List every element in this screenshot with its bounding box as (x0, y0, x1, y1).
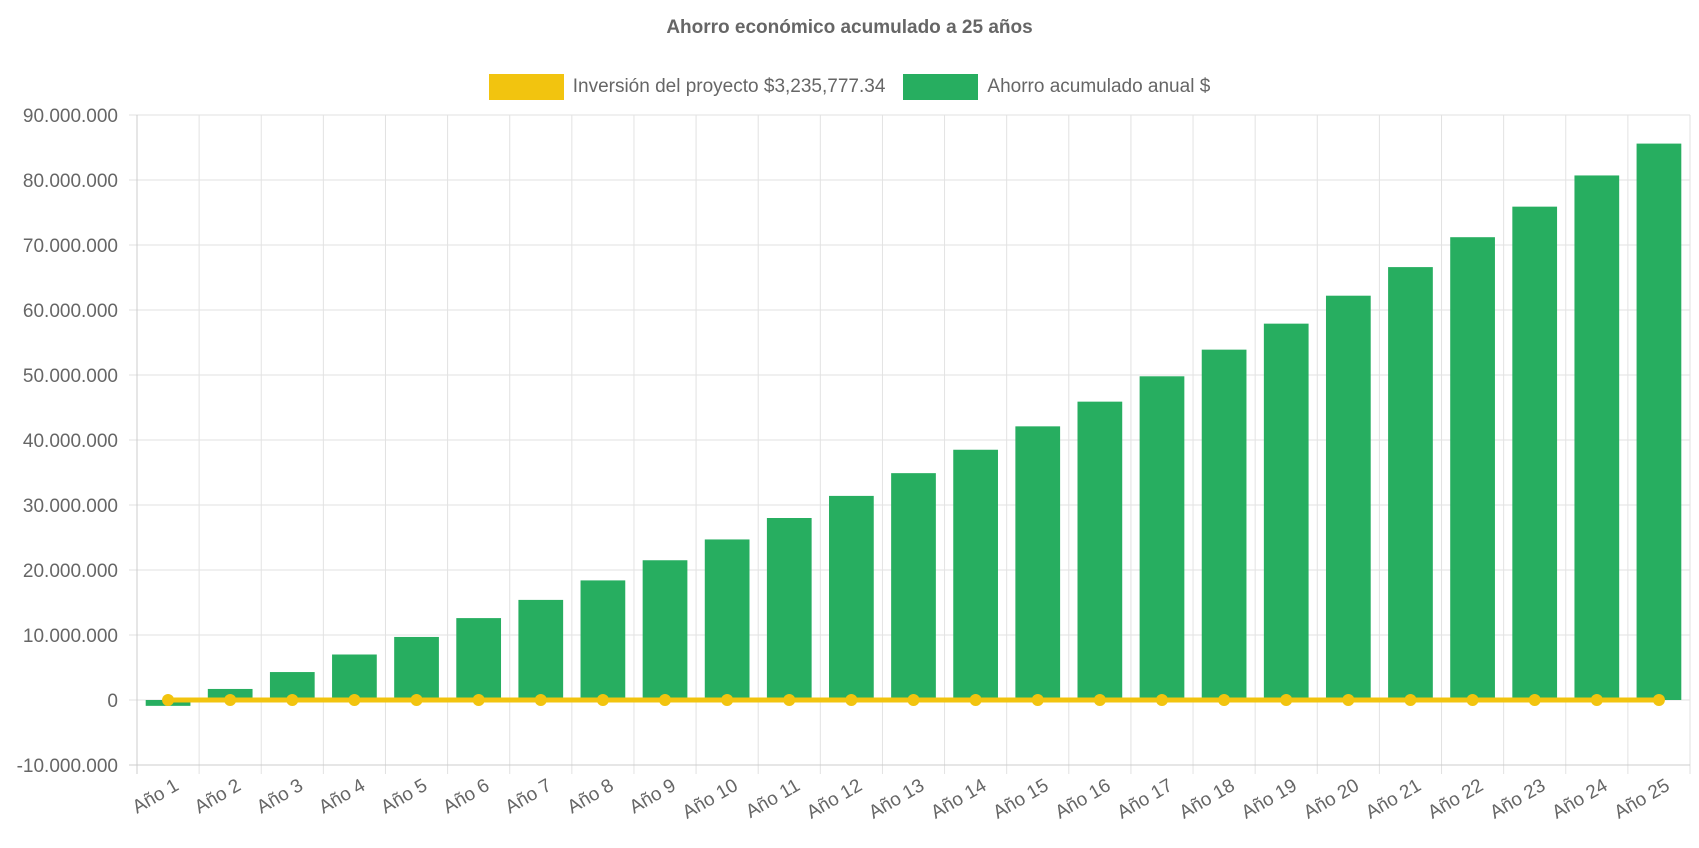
y-tick-label: 70.000.000 (23, 236, 118, 257)
x-tick-label: Año 16 (1052, 775, 1115, 823)
y-tick-label: 50.000.000 (23, 366, 118, 387)
legend-label-ahorro: Ahorro acumulado anual $ (987, 76, 1211, 97)
line-point (534, 694, 547, 706)
line-point (1342, 694, 1355, 706)
bar (953, 449, 998, 700)
chart-title: Ahorro económico acumulado a 25 años (666, 17, 1033, 38)
line-point (1155, 694, 1168, 706)
x-tick-label: Año 12 (803, 775, 866, 823)
bar (1201, 349, 1247, 700)
bar (332, 654, 377, 700)
chart-legend: Inversión del proyecto $3,235,777.34 Aho… (0, 74, 1699, 100)
line-point (224, 694, 237, 706)
bar (1574, 175, 1620, 700)
bar (456, 618, 502, 700)
x-tick-label: Año 1 (129, 775, 183, 818)
line-point (596, 694, 609, 706)
line-point (969, 694, 982, 706)
x-tick-label: Año 15 (990, 775, 1053, 823)
y-tick-label: 90.000.000 (23, 106, 118, 127)
line-point (1652, 694, 1665, 706)
x-tick-label: Año 2 (191, 775, 245, 818)
x-tick-label: Año 6 (440, 775, 494, 818)
y-tick-label: 60.000.000 (23, 301, 118, 322)
line-point (1031, 694, 1044, 706)
bar (1636, 143, 1682, 701)
bar (1077, 401, 1123, 700)
y-tick-label: 80.000.000 (23, 171, 118, 192)
x-tick-label: Año 13 (865, 775, 928, 823)
x-tick-label: Año 23 (1487, 775, 1550, 823)
bar (518, 599, 564, 700)
legend-swatch-ahorro (903, 74, 979, 100)
y-tick-label: 40.000.000 (23, 431, 118, 452)
line-point (721, 694, 734, 706)
bar (704, 539, 750, 700)
bar (1450, 237, 1495, 700)
y-tick-label: -10.000.000 (17, 756, 118, 777)
y-tick-label: 20.000.000 (23, 561, 118, 582)
bar (1325, 295, 1371, 700)
bar (642, 560, 688, 700)
line-point (907, 694, 920, 706)
bar (580, 580, 626, 700)
x-tick-label: Año 5 (378, 775, 432, 818)
x-tick-label: Año 9 (626, 775, 680, 818)
x-tick-label: Año 25 (1611, 775, 1674, 823)
line-point (1590, 694, 1603, 706)
bar (1512, 206, 1558, 700)
x-tick-label: Año 20 (1300, 775, 1363, 823)
x-tick-label: Año 19 (1238, 775, 1301, 823)
line-point (410, 694, 423, 706)
line-point (286, 694, 299, 706)
legend-item-ahorro[interactable]: Ahorro acumulado anual $ (903, 74, 1210, 100)
line-point (1093, 694, 1106, 706)
line-point (783, 694, 796, 706)
y-tick-label: 30.000.000 (23, 496, 118, 517)
y-tick-label: 0 (107, 691, 118, 712)
x-tick-label: Año 24 (1549, 775, 1612, 824)
bar (766, 518, 812, 700)
bar (1015, 426, 1061, 700)
x-tick-label: Año 10 (679, 775, 742, 823)
x-tick-label: Año 22 (1424, 775, 1487, 823)
line-point (1280, 694, 1293, 706)
line-point (1466, 694, 1479, 706)
bar (394, 636, 439, 700)
x-tick-label: Año 17 (1114, 775, 1177, 823)
bar (1263, 323, 1309, 700)
bar (891, 473, 936, 700)
legend-label-inversion: Inversión del proyecto $3,235,777.34 (572, 76, 886, 97)
line-point (1218, 694, 1231, 706)
legend-item-inversion[interactable]: Inversión del proyecto $3,235,777.34 (488, 74, 886, 100)
legend-swatch-inversion (488, 74, 564, 100)
line-point (1528, 694, 1541, 706)
x-tick-label: Año 8 (564, 775, 618, 818)
line-point (348, 694, 361, 706)
x-tick-label: Año 3 (253, 775, 307, 818)
line-point (845, 694, 858, 706)
bar (1139, 376, 1185, 700)
bar (1388, 267, 1433, 700)
line-point (472, 694, 485, 706)
x-tick-label: Año 11 (742, 775, 803, 823)
line-point (1404, 694, 1417, 706)
x-tick-label: Año 7 (502, 775, 556, 818)
line-point (659, 694, 672, 706)
x-tick-label: Año 14 (927, 775, 990, 824)
bar (829, 495, 874, 700)
x-tick-label: Año 18 (1176, 775, 1239, 823)
x-tick-label: Año 21 (1362, 775, 1425, 823)
y-tick-label: 10.000.000 (23, 626, 118, 647)
line-point (162, 694, 175, 706)
x-tick-label: Año 4 (315, 775, 369, 818)
